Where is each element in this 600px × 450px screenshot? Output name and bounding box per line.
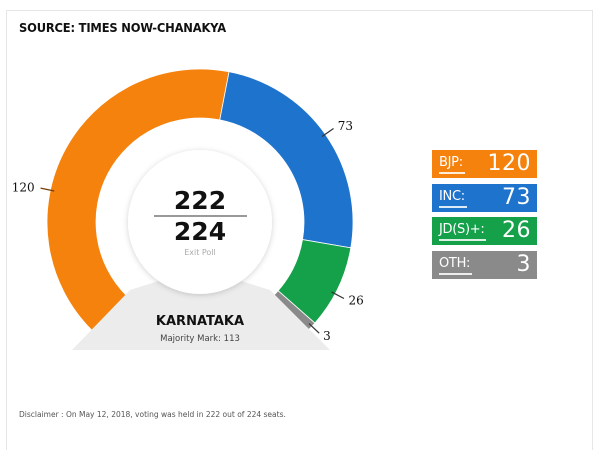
majority-mark: Majority Mark: 113 bbox=[160, 334, 240, 344]
arc-value-label: 26 bbox=[348, 293, 363, 307]
legend-label: JD(S)+: bbox=[439, 222, 487, 241]
legend-label: INC: bbox=[439, 188, 467, 208]
legend-value: 120 bbox=[487, 151, 531, 176]
donut-arcs bbox=[46, 68, 354, 331]
state-name: KARNATAKA bbox=[156, 314, 244, 329]
label-tick bbox=[40, 187, 55, 192]
arc-bjp bbox=[46, 68, 230, 331]
legend-label: OTH: bbox=[439, 255, 473, 275]
legend-item-jds: JD(S)+: 26 bbox=[432, 217, 537, 245]
legend-value: 73 bbox=[502, 184, 531, 210]
center-caption: Exit Poll bbox=[184, 248, 216, 257]
legend-label: BJP: bbox=[439, 155, 465, 174]
legend-item-oth: OTH: 3 bbox=[432, 250, 537, 279]
disclaimer: Disclaimer : On May 12, 2018, voting was… bbox=[19, 410, 286, 419]
arc-inc bbox=[219, 71, 354, 249]
center-numerator: 222 bbox=[174, 186, 226, 215]
legend-item-inc: INC: 73 bbox=[432, 183, 537, 212]
arc-labels: 120 73 26 3 bbox=[12, 119, 364, 343]
label-tick bbox=[308, 323, 320, 334]
source-title: SOURCE: TIMES NOW-CHANAKYA bbox=[19, 20, 226, 35]
label-tick bbox=[321, 128, 334, 138]
base-mountain bbox=[72, 268, 330, 350]
arc-value-label: 3 bbox=[323, 329, 331, 343]
legend-item-bjp: BJP: 120 bbox=[432, 150, 537, 178]
arc-value-label: 120 bbox=[12, 180, 35, 194]
legend: BJP: 120 INC: 73 JD(S)+: 26 OTH: 3 bbox=[432, 150, 537, 284]
label-tick bbox=[331, 291, 345, 300]
arc-value-label: 73 bbox=[338, 119, 353, 133]
chart-frame bbox=[6, 10, 593, 450]
donut-chart: 120 73 26 3 222 224 Exit Poll KARNATAKA Maj… bbox=[12, 68, 364, 350]
legend-value: 3 bbox=[516, 251, 531, 277]
center-circle bbox=[128, 150, 272, 294]
legend-value: 26 bbox=[502, 218, 531, 243]
center-denominator: 224 bbox=[174, 217, 226, 246]
